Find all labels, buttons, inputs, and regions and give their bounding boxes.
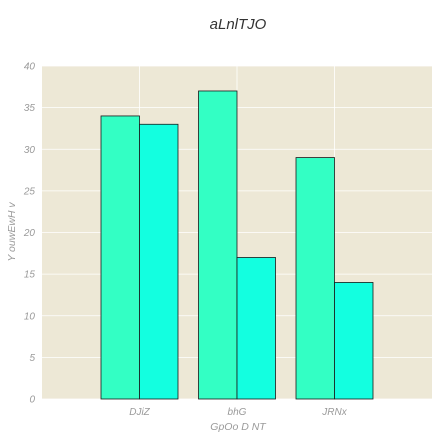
x-tick-labels: DJiZ bhG JRNx <box>129 407 347 418</box>
y-tick-label: 20 <box>23 228 36 239</box>
y-tick-label: 10 <box>24 311 36 322</box>
chart-title: aLnlTJO <box>210 16 267 33</box>
y-tick-labels: 0 5 10 15 20 25 30 35 40 <box>23 62 36 406</box>
y-axis-label: Y ouwEwH v <box>6 202 18 262</box>
bar-series1-JRNx <box>295 157 335 400</box>
bars <box>100 90 374 400</box>
x-tick-label: JRNx <box>321 407 347 418</box>
bar-series1-bhG <box>198 90 238 400</box>
x-tick-label: DJiZ <box>129 407 150 418</box>
y-tick-label: 35 <box>24 103 36 114</box>
bar-series2-JRNx <box>334 282 374 400</box>
y-tick-label: 30 <box>24 145 36 156</box>
y-tick-label: 15 <box>24 270 36 281</box>
bar-series2-DJiZ <box>139 123 179 400</box>
bar-series2-bhG <box>236 257 276 400</box>
y-tick-label: 5 <box>29 353 35 364</box>
y-tick-label: 25 <box>23 186 36 197</box>
x-axis-label: GpOo D NT <box>210 421 267 433</box>
bar-series1-DJiZ <box>100 115 140 400</box>
y-tick-label: 40 <box>24 62 36 73</box>
y-tick-label: 0 <box>29 395 35 406</box>
x-tick-label: bhG <box>228 407 247 418</box>
